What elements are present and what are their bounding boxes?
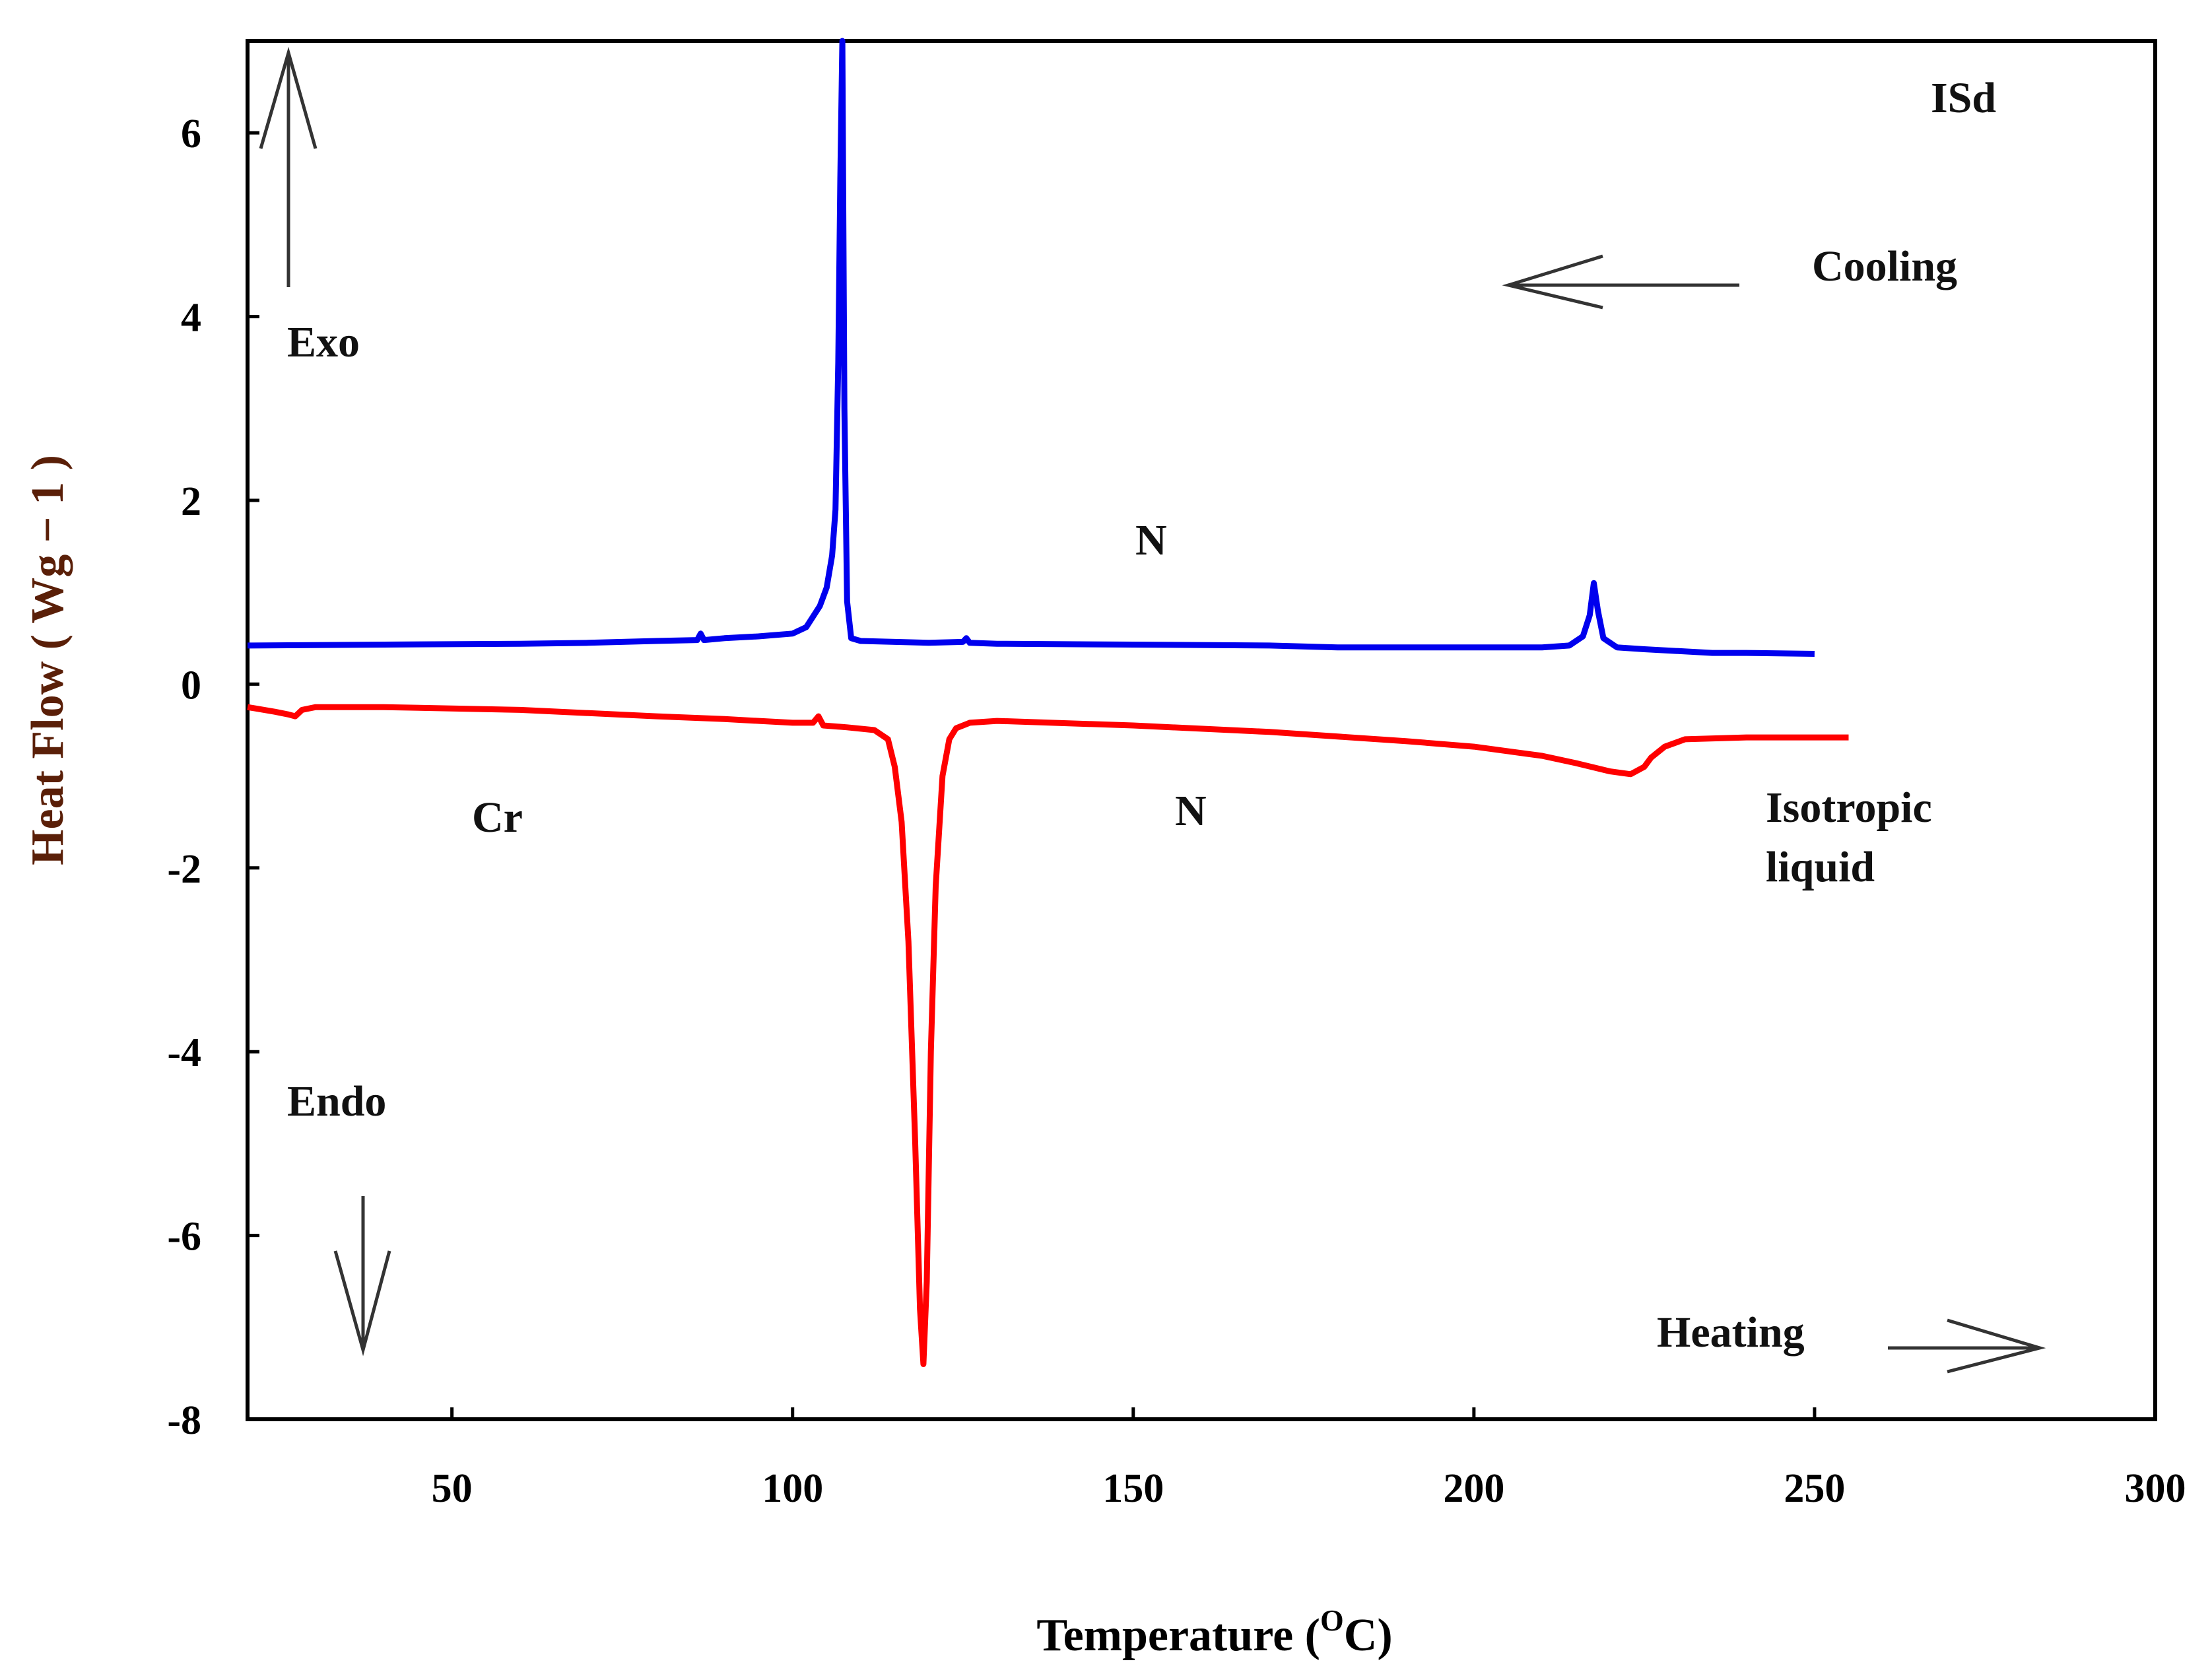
isotropic-label-line2: liquid	[1766, 843, 1875, 891]
x-tick-label: 50	[432, 1466, 473, 1511]
y-tick-label: 4	[181, 296, 201, 341]
heating-arrow-icon	[1888, 1318, 2046, 1374]
isotropic-label-line1: Isotropic	[1766, 784, 1932, 832]
heating-curve-line	[247, 704, 1849, 1367]
plot-frame	[246, 39, 2157, 1421]
crystal-label: Cr	[472, 793, 523, 842]
y-tick-label: 0	[181, 663, 201, 708]
heating-label: Heating	[1657, 1308, 1805, 1357]
x-tick-label: 150	[1102, 1466, 1164, 1511]
sample-label: ISd	[1931, 74, 1996, 122]
x-tick-label: 300	[2125, 1466, 2186, 1511]
x-axis: 50 100 150 200 250 300	[432, 1407, 2186, 1511]
x-tick-label: 100	[762, 1466, 823, 1511]
cooling-arrow-icon	[1502, 254, 1739, 310]
y-axis-title: Heat Flow ( Wg − 1 )	[22, 455, 73, 865]
exo-label: Exo	[287, 318, 360, 366]
nematic-upper-label: N	[1135, 516, 1167, 564]
nematic-lower-label: N	[1175, 787, 1207, 835]
x-tick-label: 200	[1443, 1466, 1504, 1511]
y-tick-label: -4	[167, 1030, 201, 1075]
series-layer	[247, 38, 1849, 1367]
y-tick-label: -2	[167, 847, 201, 892]
cooling-label: Cooling	[1812, 242, 1957, 290]
endo-label: Endo	[287, 1077, 386, 1126]
y-tick-label: -8	[167, 1398, 201, 1443]
y-tick-label: -6	[167, 1215, 201, 1260]
x-tick-label: 250	[1784, 1466, 1845, 1511]
exo-arrow-icon	[259, 46, 318, 287]
cooling-curve-line	[247, 38, 1815, 657]
y-tick-label: 2	[181, 479, 201, 524]
x-axis-title: Temperature (OC)	[1036, 1603, 1392, 1661]
y-axis: 6 4 2 0 -2 -4 -6 -8	[167, 112, 259, 1443]
y-tick-label: 6	[181, 112, 201, 156]
endo-arrow-icon	[333, 1196, 391, 1357]
